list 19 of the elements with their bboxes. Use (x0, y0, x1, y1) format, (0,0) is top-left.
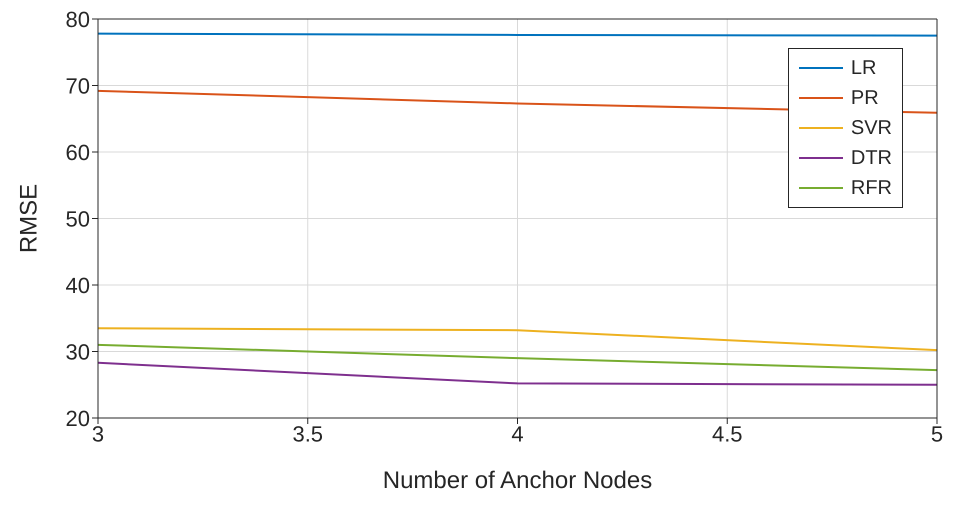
y-tick-label: 20 (66, 406, 90, 431)
legend-label: DTR (850, 146, 892, 170)
x-tick-label: 3 (92, 422, 104, 447)
x-tick-label: 5 (930, 422, 944, 447)
y-tick-label: 50 (66, 206, 90, 232)
y-tick-label: 60 (66, 140, 90, 165)
y-tick-label: 30 (66, 339, 90, 364)
y-axis-title: RMSE (16, 184, 43, 254)
x-tick-label: 4.5 (712, 422, 743, 447)
x-axis-title: Number of Anchor Nodes (382, 467, 652, 494)
legend-label: PR (850, 86, 879, 110)
legend-label: RFR (850, 176, 892, 200)
x-tick-label: 4 (511, 422, 524, 447)
x-tick-label: 3.5 (292, 422, 324, 447)
legend-label: SVR (850, 116, 892, 140)
legend-label: LR (850, 56, 876, 80)
y-tick-label: 80 (66, 6, 90, 32)
y-tick-label: 70 (66, 73, 90, 98)
y-tick-label: 40 (66, 272, 90, 298)
